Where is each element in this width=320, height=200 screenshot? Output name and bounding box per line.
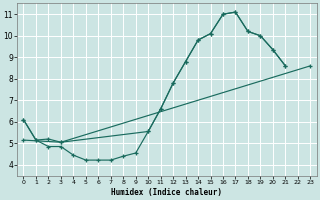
X-axis label: Humidex (Indice chaleur): Humidex (Indice chaleur)	[111, 188, 222, 197]
